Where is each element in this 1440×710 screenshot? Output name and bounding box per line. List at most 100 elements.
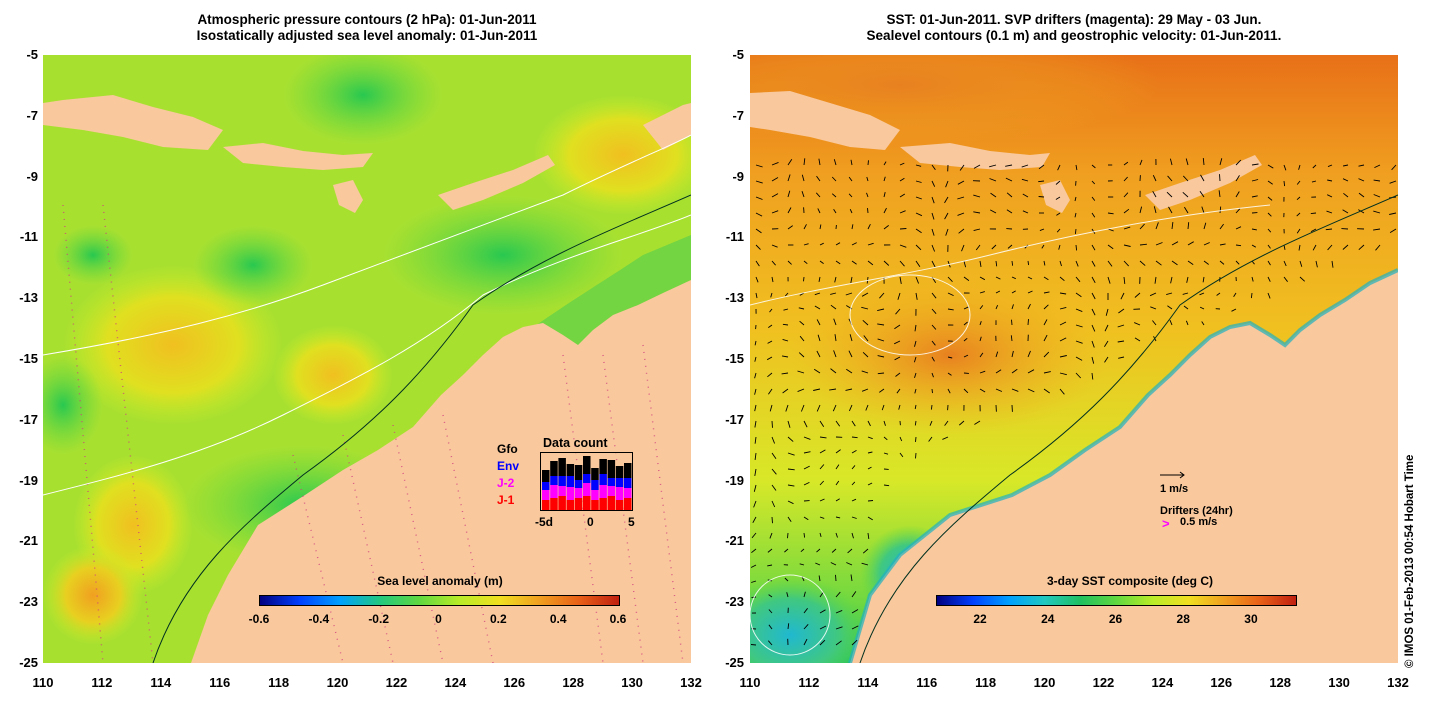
velocity-arrow [1358, 192, 1365, 198]
velocity-arrow [1107, 212, 1114, 215]
velocity-arrow [1074, 196, 1077, 202]
velocity-arrow [819, 532, 822, 538]
velocity-arrow [1167, 305, 1173, 310]
velocity-arrow [1374, 164, 1381, 169]
velocity-arrow [750, 644, 757, 646]
velocity-arrow [899, 228, 907, 230]
velocity-arrow [877, 323, 885, 326]
velocity-arrow [914, 404, 917, 410]
velocity-arrow [1104, 340, 1109, 347]
data-count-bar [566, 487, 575, 500]
velocity-arrow [1231, 308, 1237, 312]
velocity-arrow [1171, 222, 1174, 230]
velocity-arrow [896, 388, 901, 394]
velocity-arrow [851, 465, 856, 470]
velocity-arrow [915, 244, 922, 251]
velocity-arrow [1043, 276, 1049, 281]
velocity-arrow [1123, 208, 1130, 214]
left-ytick: -15 [19, 351, 38, 366]
velocity-arrow [1027, 290, 1033, 294]
velocity-arrow [1187, 222, 1190, 230]
velocity-arrow [929, 420, 933, 426]
velocity-arrow [947, 308, 954, 311]
velocity-arrow [1075, 372, 1082, 379]
right-title: SST: 01-Jun-2011. SVP drifters (magenta)… [750, 12, 1398, 44]
data-count-legend-item: J-1 [497, 493, 515, 507]
velocity-arrow [803, 224, 807, 230]
velocity-arrow [771, 420, 773, 428]
sla-low-blob [43, 355, 103, 455]
right-xtick: 122 [1092, 675, 1115, 690]
depth-contour [152, 194, 691, 663]
data-count-bar [583, 456, 591, 474]
velocity-arrow [979, 276, 986, 281]
velocity-arrow [1091, 244, 1096, 251]
sumba-island [1040, 180, 1070, 213]
velocity-arrow [835, 242, 841, 246]
velocity-arrow [899, 193, 906, 198]
velocity-arrow [803, 276, 805, 282]
velocity-arrow [1075, 308, 1083, 313]
velocity-arrow [819, 464, 825, 470]
velocity-arrow [931, 340, 936, 346]
velocity-arrow [771, 193, 779, 198]
velocity-arrow [945, 180, 949, 188]
velocity-arrow [781, 355, 789, 358]
velocity-arrow [1091, 308, 1096, 316]
velocity-arrow [1342, 178, 1349, 182]
velocity-arrow [1343, 164, 1349, 167]
right-ytick: -9 [732, 168, 744, 184]
velocity-arrow [1027, 319, 1029, 326]
data-count-bar [542, 500, 550, 510]
velocity-arrow [1123, 244, 1131, 247]
velocity-arrow [1267, 180, 1273, 185]
velocity-arrow [1251, 195, 1258, 198]
velocity-arrow [1201, 321, 1205, 326]
velocity-arrow [1233, 292, 1237, 298]
velocity-arrow [1373, 194, 1381, 198]
velocity-arrow [803, 532, 806, 538]
velocity-arrow [1169, 158, 1173, 166]
right-xtick: 116 [916, 675, 938, 690]
timor-island [438, 155, 555, 210]
velocity-arrow [973, 164, 981, 169]
velocity-arrow [851, 450, 857, 454]
velocity-arrow [782, 338, 789, 342]
velocity-arrow [1107, 276, 1111, 284]
velocity-arrow [851, 532, 854, 539]
velocity-arrow [751, 548, 757, 554]
sst-map-panel[interactable] [750, 55, 1398, 663]
velocity-arrow [1389, 212, 1397, 215]
velocity-arrow [771, 452, 777, 460]
velocity-arrow [1154, 276, 1157, 284]
velocity-arrow [1216, 292, 1221, 296]
velocity-arrow [1006, 192, 1013, 198]
velocity-arrow [913, 356, 917, 363]
velocity-arrow [1043, 291, 1050, 294]
velocity-arrow [1298, 164, 1301, 170]
velocity-arrow [819, 449, 826, 454]
velocity-arrow [963, 354, 969, 358]
velocity-arrow [1219, 260, 1225, 265]
velocity-arrow [815, 192, 821, 198]
velocity-arrow [754, 468, 757, 476]
velocity-arrow [1123, 192, 1129, 198]
sla-map-panel[interactable] [43, 55, 691, 663]
velocity-arrow [833, 350, 837, 358]
velocity-arrow [931, 260, 936, 268]
velocity-arrow [944, 420, 949, 426]
velocity-arrow [1185, 320, 1189, 326]
velocity-arrow [1342, 244, 1349, 250]
velocity-arrow [755, 276, 759, 283]
sla-colorbar-tick: 0.6 [609, 612, 627, 626]
velocity-arrow [755, 164, 763, 168]
velocity-arrow [862, 319, 869, 326]
velocity-arrow [1104, 356, 1109, 363]
velocity-arrow [771, 468, 777, 475]
velocity-arrow [1091, 276, 1096, 284]
velocity-arrow [1310, 228, 1317, 232]
velocity-arrow [947, 356, 953, 359]
data-count-bar [558, 458, 566, 476]
velocity-arrow [1391, 164, 1397, 171]
data-count-bar [615, 500, 624, 510]
